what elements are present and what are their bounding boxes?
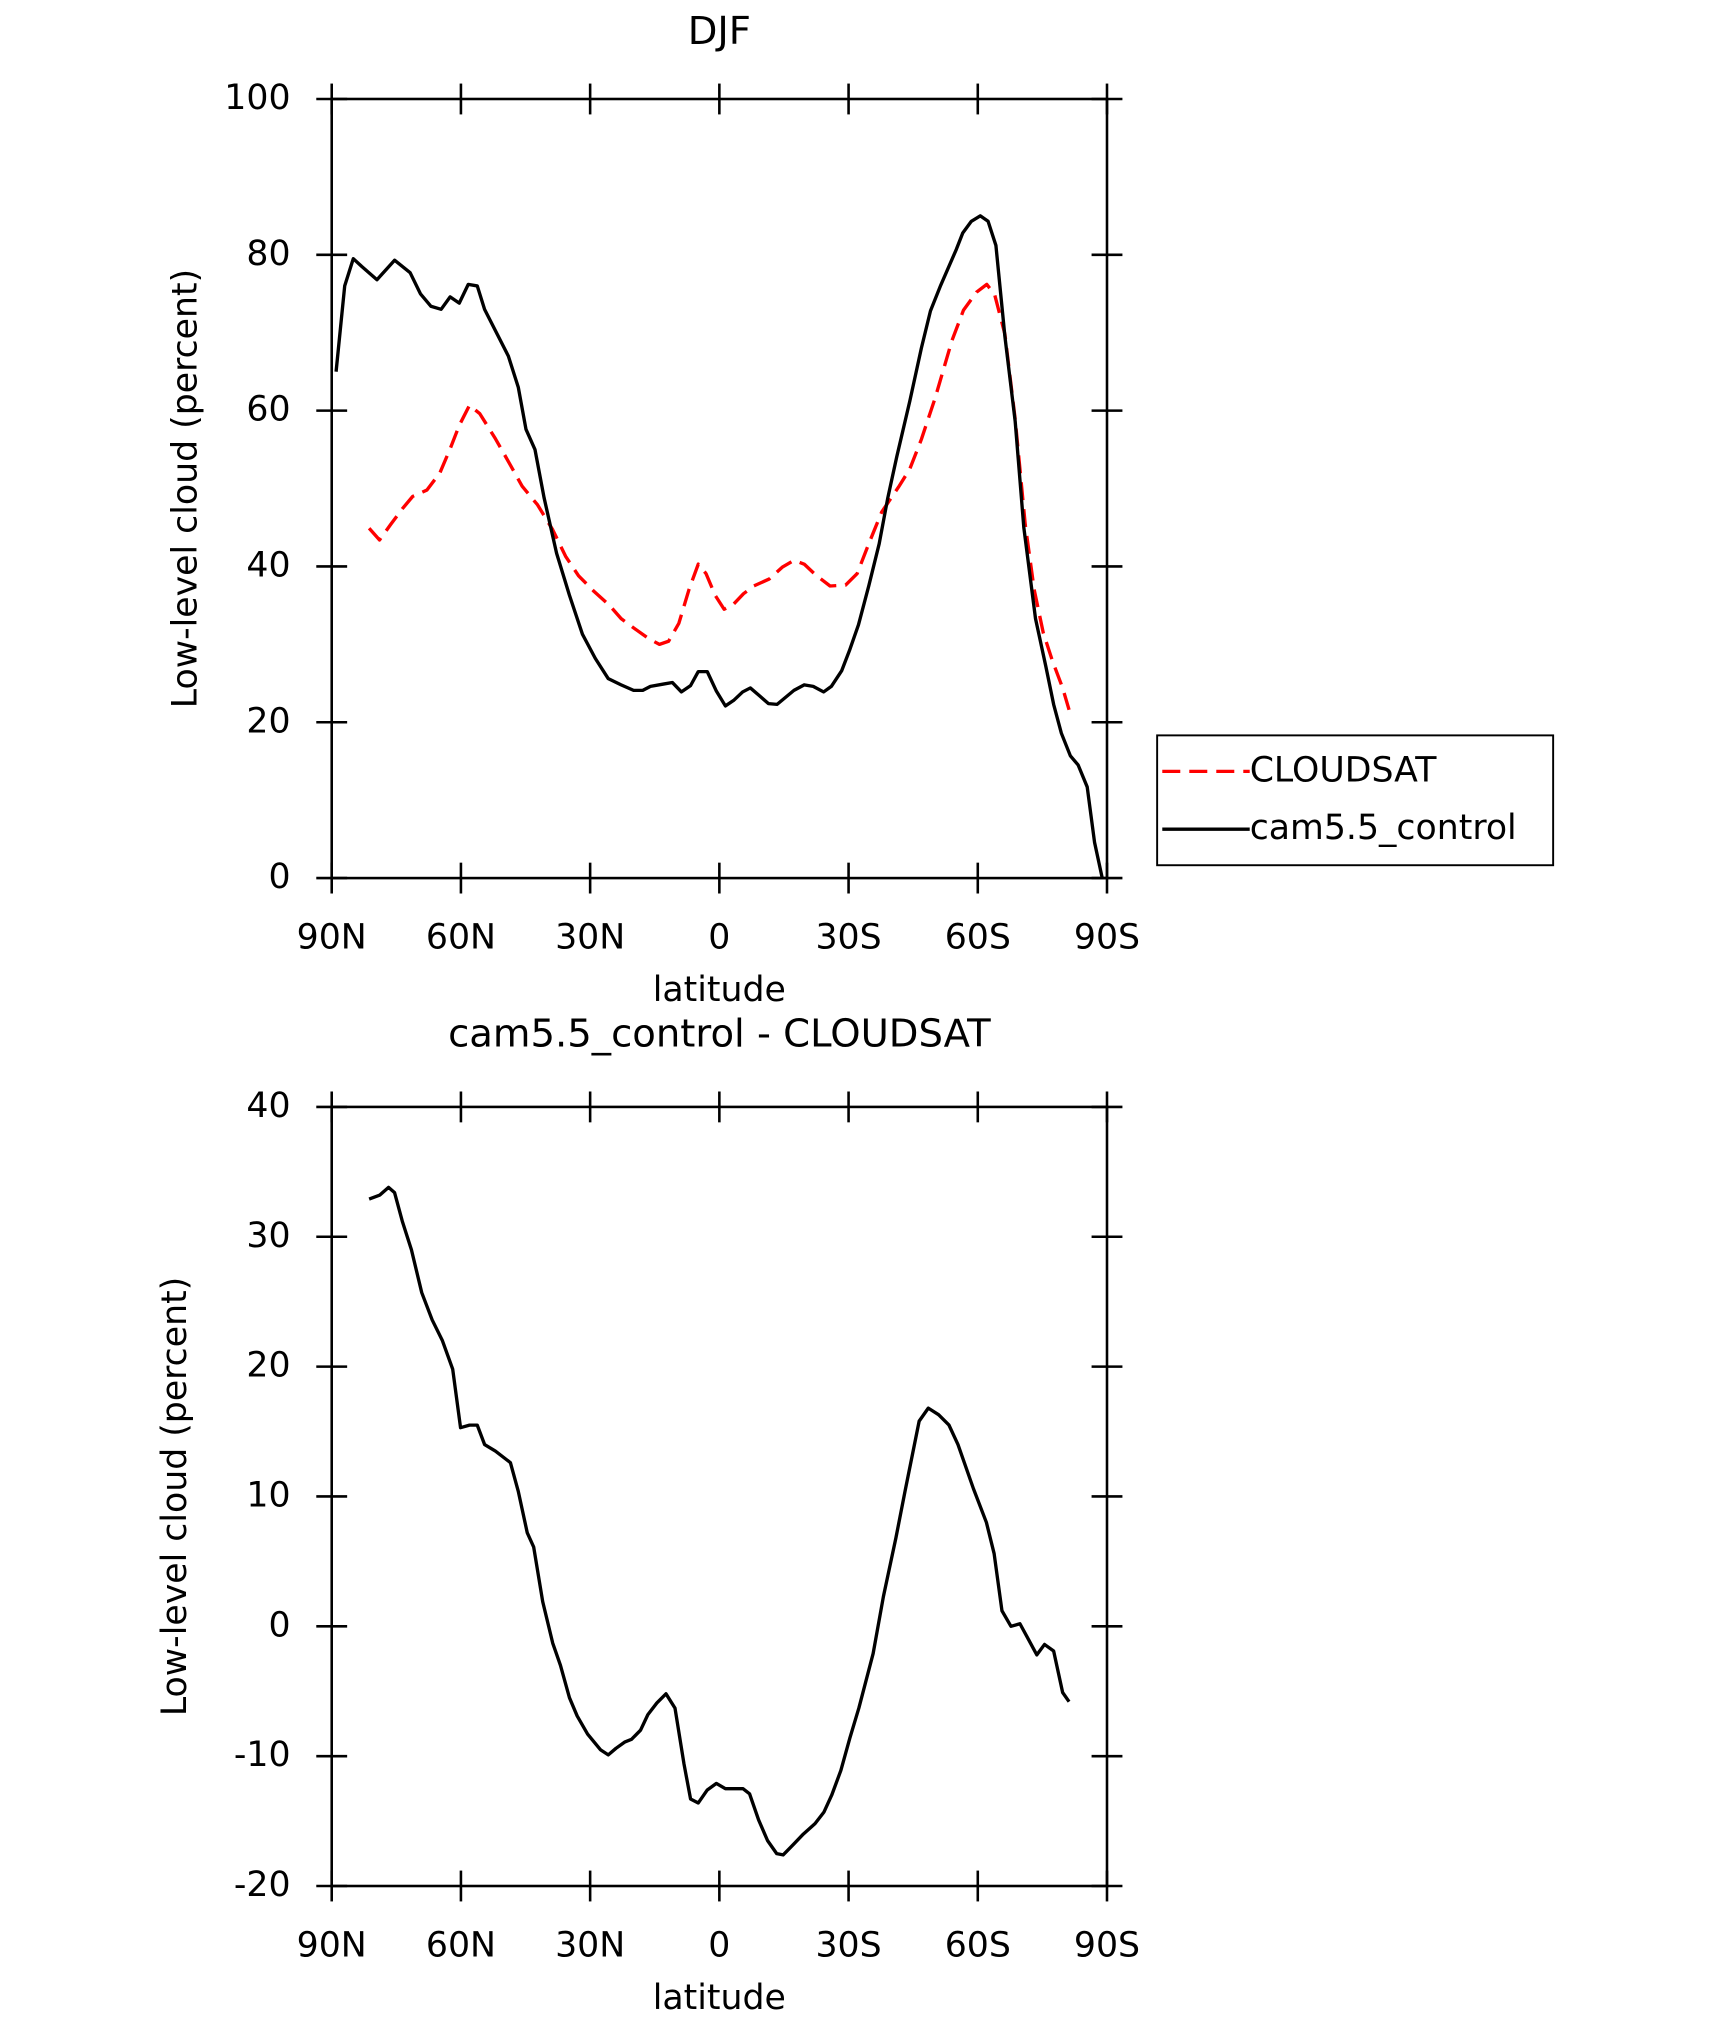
x-tick-label: 90N bbox=[297, 1925, 367, 1965]
x-tick-label: 30S bbox=[815, 918, 881, 958]
x-tick-label: 0 bbox=[708, 1925, 730, 1965]
x-tick-label: 30N bbox=[555, 1925, 625, 1965]
y-axis-label: Low-level cloud (percent) bbox=[165, 269, 205, 708]
plot-frame bbox=[330, 1105, 1109, 1888]
x-tick-label: 60N bbox=[426, 1925, 496, 1965]
y-tick-label: 30 bbox=[246, 1216, 290, 1256]
chart-title: DJF bbox=[688, 9, 751, 54]
x-axis-label: latitude bbox=[653, 1978, 786, 2018]
x-tick-label: 90N bbox=[297, 918, 367, 958]
x-tick-label: 30S bbox=[815, 1925, 881, 1965]
legend-label: cam5.5_control bbox=[1250, 808, 1517, 848]
y-axis-label: Low-level cloud (percent) bbox=[155, 1277, 195, 1716]
legend-box bbox=[1156, 734, 1555, 867]
x-tick-label: 60S bbox=[945, 1925, 1011, 1965]
y-tick-label: 20 bbox=[246, 701, 290, 741]
y-tick-label: 10 bbox=[246, 1475, 290, 1515]
y-tick-label: -20 bbox=[234, 1865, 291, 1905]
x-tick-label: 0 bbox=[708, 918, 730, 958]
y-tick-label: 100 bbox=[224, 78, 290, 118]
data-line bbox=[367, 282, 1071, 711]
y-tick-label: 40 bbox=[246, 1086, 290, 1126]
y-tick-label: 0 bbox=[268, 1605, 290, 1645]
y-tick-label: 40 bbox=[246, 545, 290, 585]
x-tick-label: 60N bbox=[426, 918, 496, 958]
y-tick-label: 20 bbox=[246, 1346, 290, 1386]
y-tick-label: 60 bbox=[246, 390, 290, 430]
chart-title: cam5.5_control - CLOUDSAT bbox=[448, 1012, 991, 1057]
data-line bbox=[368, 1185, 1071, 1857]
y-tick-label: 80 bbox=[246, 234, 290, 274]
y-tick-label: -10 bbox=[234, 1735, 291, 1775]
y-tick-label: 0 bbox=[268, 857, 290, 897]
data-line bbox=[334, 214, 1104, 879]
x-axis-label: latitude bbox=[653, 970, 786, 1010]
x-tick-label: 30N bbox=[555, 918, 625, 958]
x-tick-label: 90S bbox=[1074, 918, 1140, 958]
plot-frame bbox=[330, 97, 1109, 880]
x-tick-label: 60S bbox=[945, 918, 1011, 958]
x-tick-label: 90S bbox=[1074, 1925, 1140, 1965]
legend-label: CLOUDSAT bbox=[1250, 750, 1437, 790]
